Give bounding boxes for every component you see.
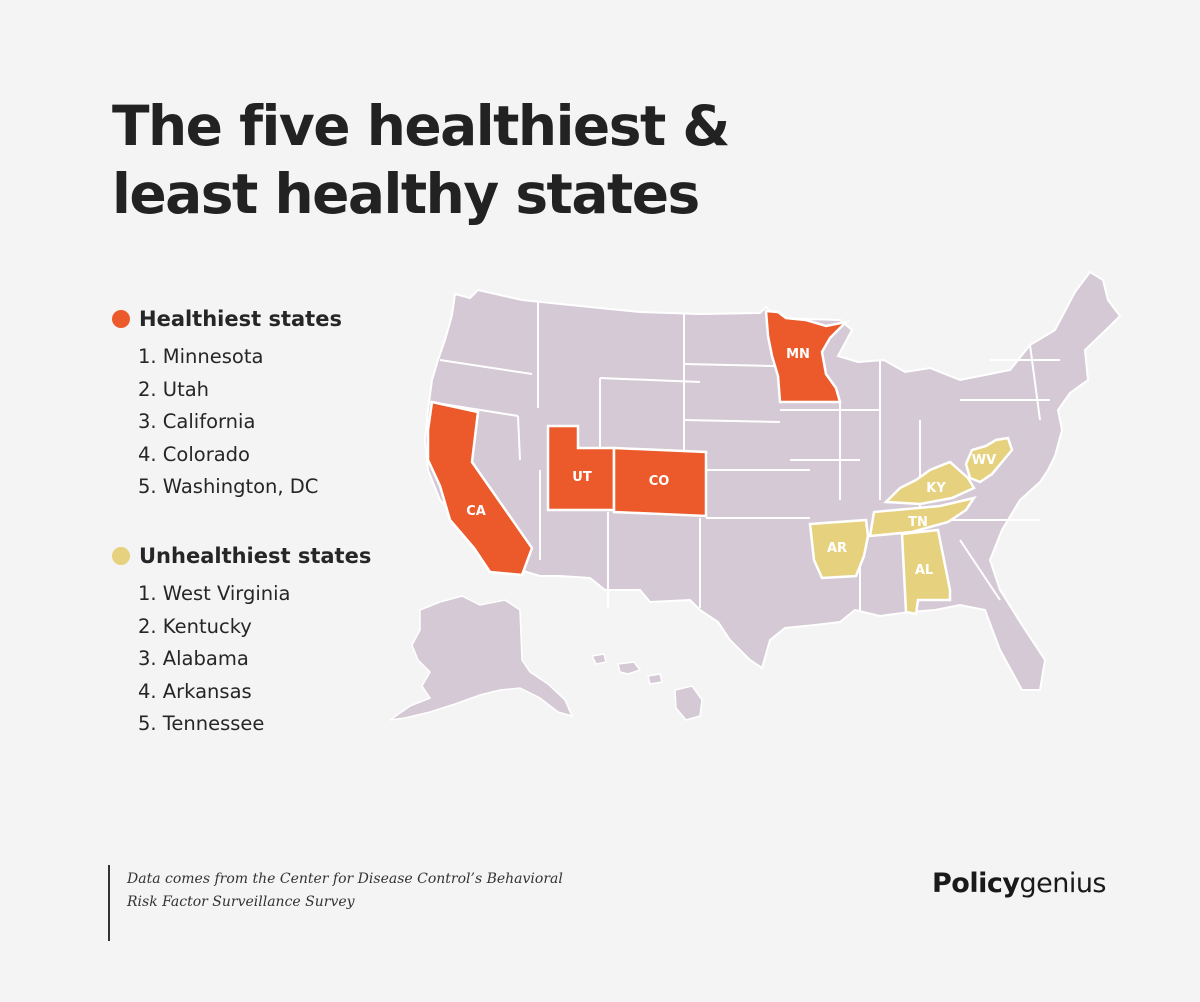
legend-healthiest-header: Healthiest states: [112, 304, 432, 334]
state-mn: [764, 309, 850, 404]
legend-healthiest-list: 1. Minnesota 2. Utah 3. California 4. Co…: [138, 341, 432, 504]
legend-unhealthiest: Unhealthiest states 1. West Virginia 2. …: [112, 541, 432, 741]
state-label-wv: WV: [972, 453, 996, 468]
us-map: MN UT CA CO WV KY AL AR TN: [389, 270, 1122, 721]
logo-bold: Policy: [932, 868, 1020, 899]
state-label-co: CO: [649, 474, 670, 489]
list-item: 4. Colorado: [138, 442, 250, 466]
list-item: 3. California: [138, 410, 256, 433]
unhealthiest-dot-icon: [112, 547, 130, 565]
title-line-1: The five healthiest &: [112, 94, 730, 158]
list-item: 5. Tennessee: [138, 712, 265, 735]
list-item: 5. Washington, DC: [138, 475, 319, 498]
state-tn: [868, 496, 977, 538]
list-item: 2. Kentucky: [138, 614, 252, 638]
list-item: 1. West Virginia: [138, 582, 291, 605]
state-ca: [426, 400, 534, 577]
brand-logo: Policygenius: [932, 868, 1106, 899]
state-label-ca: CA: [466, 504, 486, 519]
state-ar: [808, 518, 870, 580]
list-item: 4. Arkansas: [138, 679, 252, 703]
state-label-ut: UT: [572, 470, 592, 485]
list-item: 1. Minnesota: [138, 345, 264, 368]
logo-light: genius: [1019, 868, 1106, 899]
state-label-mn: MN: [786, 347, 810, 362]
state-label-ky: KY: [926, 481, 946, 496]
state-al: [900, 528, 952, 616]
list-item: 3. Alabama: [138, 647, 249, 670]
legend-healthiest: Healthiest states 1. Minnesota 2. Utah 3…: [112, 304, 432, 504]
state-label-al: AL: [915, 563, 933, 578]
legend-unhealthiest-header: Unhealthiest states: [112, 541, 432, 571]
title-line-2: least healthy states: [112, 162, 700, 226]
state-wv: [964, 436, 1014, 484]
state-label-tn: TN: [908, 515, 928, 530]
state-co: [612, 446, 708, 518]
source-line-2: Risk Factor Surveillance Survey: [127, 894, 355, 910]
source-note: Data comes from the Center for Disease C…: [127, 868, 587, 914]
alaska-shape: [389, 595, 574, 721]
healthiest-dot-icon: [112, 310, 130, 328]
legend-unhealthiest-list: 1. West Virginia 2. Kentucky 3. Alabama …: [138, 578, 432, 741]
hawaii-shape: [590, 653, 703, 721]
source-line-1: Data comes from the Center for Disease C…: [127, 871, 563, 887]
state-label-ar: AR: [827, 541, 847, 556]
legend-unhealthiest-label: Unhealthiest states: [139, 544, 372, 568]
legend-healthiest-label: Healthiest states: [139, 307, 342, 331]
page-title: The five healthiest & least healthy stat…: [112, 92, 752, 228]
state-ky: [883, 460, 976, 506]
footer-rule: [108, 865, 110, 941]
list-item: 2. Utah: [138, 377, 210, 401]
